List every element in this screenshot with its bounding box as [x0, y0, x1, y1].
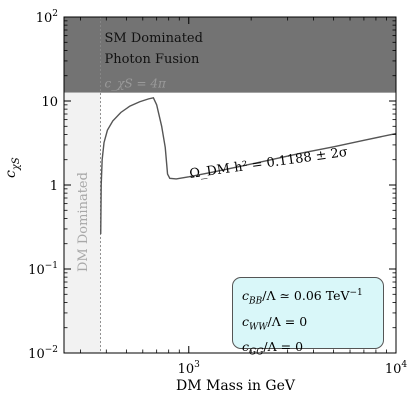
- legend-entry-cgg: cGG/Λ = 0: [242, 339, 304, 358]
- y-axis-label: cχS: [3, 157, 22, 178]
- x-tick-label: 103: [178, 360, 201, 377]
- curve-label: Ω_DM h² = 0.1188 ± 2σ: [188, 145, 348, 182]
- photon-fusion-label: Photon Fusion: [104, 52, 200, 67]
- y-tick-label: 10: [41, 95, 58, 110]
- dm-dominated-region: [64, 92, 101, 354]
- relic-density-curve: [100, 97, 397, 235]
- y-tick-label: 10−2: [28, 345, 58, 362]
- y-tick-label: 1: [50, 179, 58, 194]
- legend-entry-cbb: cBB/Λ ≃ 0.06 TeV−1: [242, 288, 363, 307]
- legend-entry-cww: cWW/Λ = 0: [242, 313, 308, 333]
- sm-dominated-label: SM Dominated: [104, 31, 202, 46]
- x-axis-label: DM Mass in GeV: [175, 378, 296, 394]
- threshold-label: c_χS = 4π: [104, 77, 167, 91]
- x-tick-label: 104: [385, 360, 408, 377]
- dm-dominated-label: DM Dominated: [76, 172, 91, 272]
- sm-dominated-region: [64, 17, 396, 93]
- legend-box: cBB/Λ ≃ 0.06 TeV−1 cWW/Λ = 0 cGG/Λ = 0: [232, 277, 384, 358]
- y-tick-label: 102: [36, 9, 58, 26]
- y-tick-label: 10−1: [28, 261, 58, 278]
